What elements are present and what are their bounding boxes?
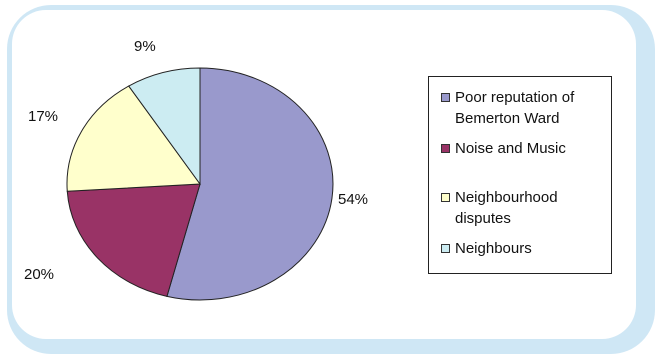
legend-swatch-neighbourhood-disputes [441,193,450,202]
pie-slice-neighbours [128,67,201,186]
legend-label-poor-reputation: Poor reputation of Bemerton Ward [455,89,575,127]
pct-label-neighbours: 9% [134,38,156,55]
legend-label-neighbourhood-disputes: Neighbourhood disputes [455,189,558,227]
legend-label-neighbours: Neighbours [455,240,532,257]
legend-swatch-neighbours [441,244,450,253]
legend-label-noise-music: Noise and Music [455,140,566,157]
pie-slice-poor-reputation [166,67,334,301]
pie-slice-neighbourhood-disputes [66,85,201,192]
pct-label-noise-music: 20% [24,266,55,283]
pct-label-poor-reputation: 54% [338,191,369,208]
legend-swatch-poor-reputation [441,93,450,102]
chart-legend: Poor reputation of Bemerton Ward Noise a… [428,76,612,274]
pie-slice-noise-music [66,183,201,297]
pct-label-neighbourhood-disputes: 17% [28,108,59,125]
legend-swatch-noise-music [441,144,450,153]
